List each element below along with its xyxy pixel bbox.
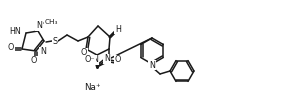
Text: N: N <box>104 55 110 63</box>
Text: CH₃: CH₃ <box>45 19 58 25</box>
Text: Na⁺: Na⁺ <box>84 82 100 91</box>
Text: S: S <box>52 37 58 46</box>
Text: H: H <box>115 25 121 34</box>
Text: N: N <box>36 22 42 31</box>
Text: N: N <box>92 56 98 64</box>
Text: N: N <box>40 48 46 56</box>
Text: O: O <box>81 49 87 57</box>
Text: O: O <box>8 43 14 52</box>
Text: O: O <box>115 56 121 64</box>
Text: O: O <box>31 56 37 65</box>
Text: O⁻: O⁻ <box>85 56 95 64</box>
Text: HN: HN <box>9 27 21 36</box>
Text: N: N <box>149 60 155 69</box>
